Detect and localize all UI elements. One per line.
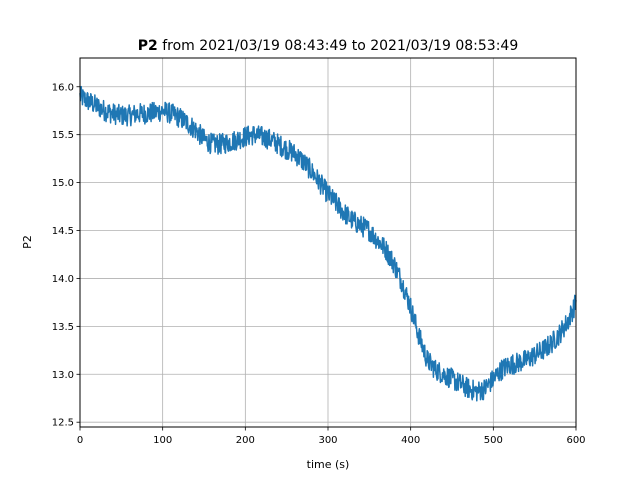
y-axis: 12.5 13.0 13.5 14.0 14.5 15.0 15.5 16.0 [52, 82, 80, 429]
x-tick-label: 300 [318, 435, 337, 446]
x-tick-label: 0 [77, 435, 83, 446]
chart-title-rest: from 2021/03/19 08:43:49 to 2021/03/19 0… [158, 38, 518, 54]
y-tick-label: 14.0 [52, 274, 74, 285]
y-tick-label: 15.0 [52, 178, 74, 189]
y-tick-label: 13.5 [52, 322, 74, 333]
series-line [79, 85, 577, 402]
chart-title-bold: P2 [138, 38, 158, 54]
y-tick-label: 14.5 [52, 226, 74, 237]
x-axis: 0 100 200 300 400 500 600 [77, 427, 586, 446]
grid [79, 58, 577, 427]
x-tick-label: 100 [153, 435, 172, 446]
y-axis-label: P2 [21, 235, 34, 249]
x-axis-label: time (s) [307, 458, 350, 471]
chart-title: P2 from 2021/03/19 08:43:49 to 2021/03/1… [138, 38, 519, 54]
y-tick-label: 13.0 [52, 370, 74, 381]
x-tick-label: 600 [566, 435, 585, 446]
y-tick-label: 16.0 [52, 82, 74, 93]
x-tick-label: 500 [484, 435, 503, 446]
x-tick-label: 200 [236, 435, 255, 446]
y-tick-label: 15.5 [52, 130, 74, 141]
x-tick-label: 400 [401, 435, 420, 446]
y-tick-label: 12.5 [52, 418, 74, 429]
plot-area [79, 85, 577, 402]
